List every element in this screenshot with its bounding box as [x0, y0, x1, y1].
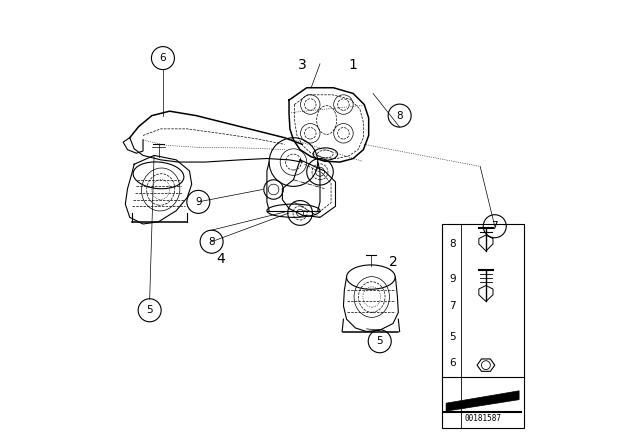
Text: 3: 3: [298, 58, 307, 72]
Polygon shape: [446, 391, 519, 411]
Text: 6: 6: [449, 358, 456, 368]
Text: 7: 7: [449, 301, 456, 311]
Text: 5: 5: [376, 336, 383, 346]
Text: 7: 7: [492, 221, 498, 231]
Text: 9: 9: [449, 274, 456, 284]
Text: 5: 5: [147, 305, 153, 315]
Text: 2: 2: [388, 254, 397, 269]
Text: 1: 1: [349, 58, 358, 72]
Text: 8: 8: [449, 239, 456, 249]
Text: 4: 4: [216, 252, 225, 267]
Text: 8: 8: [396, 111, 403, 121]
Text: 9: 9: [195, 197, 202, 207]
Text: 5: 5: [449, 332, 456, 342]
Text: 6: 6: [159, 53, 166, 63]
Text: 00181587: 00181587: [464, 414, 501, 423]
Text: 8: 8: [208, 237, 215, 247]
